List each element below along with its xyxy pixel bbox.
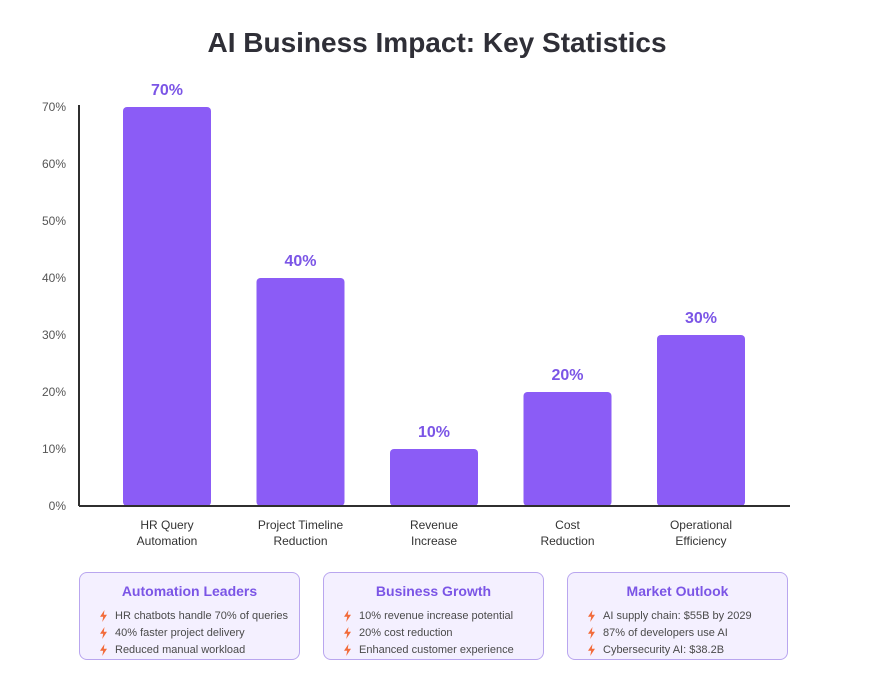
list-item-text: AI supply chain: $55B by 2029	[603, 609, 752, 622]
list-item: Reduced manual workload	[99, 641, 299, 658]
card-list: HR chatbots handle 70% of queries 40% fa…	[80, 607, 299, 658]
y-tick-label: 30%	[42, 328, 66, 342]
bar	[256, 278, 345, 506]
x-tick-label: Revenue	[410, 518, 458, 532]
list-item: AI supply chain: $55B by 2029	[587, 607, 787, 624]
x-tick-label: Reduction	[273, 534, 327, 548]
lightning-bolt-icon	[344, 626, 351, 639]
bar	[523, 392, 612, 506]
list-item-text: Reduced manual workload	[115, 643, 246, 656]
y-tick-label: 50%	[42, 214, 66, 228]
x-tick-label: Increase	[411, 534, 457, 548]
lightning-bolt-icon	[100, 626, 107, 639]
data-label: 20%	[551, 367, 583, 384]
list-item: 40% faster project delivery	[99, 624, 299, 641]
x-tick-label: Reduction	[540, 534, 594, 548]
y-tick-label: 60%	[42, 157, 66, 171]
lightning-bolt-icon	[588, 609, 595, 622]
card-list: 10% revenue increase potential 20% cost …	[324, 607, 543, 658]
card-automation-leaders: Automation Leaders HR chatbots handle 70…	[79, 572, 300, 660]
card-business-growth: Business Growth 10% revenue increase pot…	[323, 572, 544, 660]
list-item-text: 40% faster project delivery	[115, 626, 245, 639]
card-market-outlook: Market Outlook AI supply chain: $55B by …	[567, 572, 788, 660]
list-item: 20% cost reduction	[343, 624, 543, 641]
y-tick-label: 0%	[49, 499, 67, 513]
y-tick-label: 40%	[42, 271, 66, 285]
list-item: Enhanced customer experience	[343, 641, 543, 658]
list-item: 87% of developers use AI	[587, 624, 787, 641]
lightning-bolt-icon	[344, 609, 351, 622]
data-label: 10%	[418, 424, 450, 441]
x-tick-label: Efficiency	[675, 534, 726, 548]
y-tick-label: 10%	[42, 442, 66, 456]
bar	[657, 335, 745, 506]
lightning-bolt-icon	[100, 609, 107, 622]
list-item-text: HR chatbots handle 70% of queries	[115, 609, 289, 622]
list-item: 10% revenue increase potential	[343, 607, 543, 624]
card-title: Market Outlook	[626, 583, 729, 599]
data-label: 40%	[284, 253, 316, 270]
bar	[390, 449, 478, 506]
chart-title: AI Business Impact: Key Statistics	[207, 27, 667, 58]
x-tick-label: Operational	[670, 518, 732, 532]
list-item-text: Enhanced customer experience	[359, 643, 514, 656]
y-tick-label: 70%	[42, 100, 66, 114]
x-tick-label: Cost	[555, 518, 580, 532]
card-list: AI supply chain: $55B by 2029 87% of dev…	[568, 607, 787, 658]
bar	[123, 107, 211, 506]
x-tick-label: Automation	[137, 534, 198, 548]
lightning-bolt-icon	[588, 643, 595, 656]
list-item-text: 10% revenue increase potential	[359, 609, 514, 622]
x-tick-label: HR Query	[140, 518, 193, 532]
y-tick-label: 20%	[42, 385, 66, 399]
lightning-bolt-icon	[588, 626, 595, 639]
stat-cards: Automation Leaders HR chatbots handle 70…	[79, 572, 790, 662]
bar-chart: 0% 10% 20% 30% 40% 50% 60% 70% 70% HR Query Automa…	[42, 82, 790, 548]
list-item-text: 20% cost reduction	[359, 626, 453, 639]
list-item-text: 87% of developers use AI	[603, 626, 728, 639]
data-label: 30%	[685, 310, 717, 327]
list-item: HR chatbots handle 70% of queries	[99, 607, 299, 624]
data-label: 70%	[151, 82, 183, 99]
x-tick-label: Project Timeline	[258, 518, 344, 532]
list-item: Cybersecurity AI: $38.2B	[587, 641, 787, 658]
card-title: Business Growth	[375, 583, 492, 599]
list-item-text: Cybersecurity AI: $38.2B	[603, 643, 725, 656]
lightning-bolt-icon	[344, 643, 351, 656]
lightning-bolt-icon	[100, 643, 107, 656]
card-title: Automation Leaders	[121, 583, 258, 599]
